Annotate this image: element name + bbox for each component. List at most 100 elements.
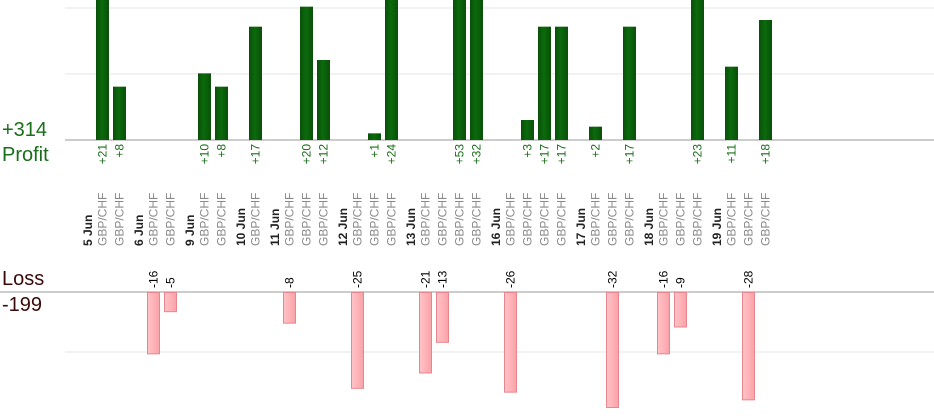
loss-bar	[436, 292, 449, 343]
pair-label: GBP/CHF	[249, 193, 263, 246]
profit-bar	[249, 26, 262, 141]
date-label: 19 Jun	[710, 208, 724, 246]
profit-value-label: +23	[691, 144, 705, 165]
profit-bar	[96, 0, 109, 140]
pair-label: GBP/CHF	[691, 193, 705, 246]
loss-bar	[504, 292, 517, 393]
pair-label: GBP/CHF	[300, 193, 314, 246]
date-label: 6 Jun	[132, 215, 146, 246]
loss-value-label: -28	[742, 270, 756, 288]
loss-value-label: -16	[657, 270, 671, 288]
date-label: 5 Jun	[81, 215, 95, 246]
profit-label: Profit	[2, 144, 49, 166]
pair-label: GBP/CHF	[606, 193, 620, 246]
profit-bar	[538, 26, 551, 141]
profit-bar	[198, 73, 211, 140]
loss-value-label: -8	[283, 277, 297, 288]
profit-bar	[623, 26, 636, 141]
profit-bar	[113, 86, 126, 140]
profit-value-label: +17	[555, 144, 569, 165]
pair-label: GBP/CHF	[521, 193, 535, 246]
pair-label: GBP/CHF	[470, 193, 484, 246]
loss-bar	[606, 292, 619, 408]
profit-value-label: +53	[453, 144, 467, 165]
pair-label: GBP/CHF	[742, 193, 756, 246]
pair-label: GBP/CHF	[674, 193, 688, 246]
profit-value-label: +1	[368, 144, 382, 158]
loss-value-label: -9	[674, 277, 688, 288]
profit-bar	[759, 20, 772, 140]
loss-total: -199	[2, 294, 43, 316]
loss-value-label: -32	[606, 270, 620, 288]
pair-label: GBP/CHF	[215, 193, 229, 246]
pair-label: GBP/CHF	[436, 193, 450, 246]
loss-bar	[147, 292, 160, 355]
pair-label: GBP/CHF	[351, 193, 365, 246]
pair-label: GBP/CHF	[283, 193, 297, 246]
profit-value-label: +2	[589, 144, 603, 158]
profit-value-label: +10	[198, 144, 212, 165]
profit-value-label: +32	[470, 144, 484, 165]
loss-value-label: -5	[164, 277, 178, 288]
pair-label: GBP/CHF	[538, 193, 552, 246]
profit-total: +314	[2, 119, 48, 141]
profit-bar	[555, 26, 568, 141]
profit-value-label: +3	[521, 144, 535, 158]
loss-value-label: -26	[504, 270, 518, 288]
date-label: 10 Jun	[234, 208, 248, 246]
profit-value-label: +12	[317, 144, 331, 165]
pair-label: GBP/CHF	[759, 193, 773, 246]
profit-bar	[300, 6, 313, 140]
profit-bar	[215, 86, 228, 140]
profit-value-label: +8	[113, 144, 127, 158]
profit-value-label: +24	[385, 144, 399, 165]
date-label: 13 Jun	[404, 208, 418, 246]
pair-label: GBP/CHF	[113, 193, 127, 246]
pair-label: GBP/CHF	[317, 193, 331, 246]
profit-bar	[725, 66, 738, 140]
date-label: 11 Jun	[268, 209, 282, 246]
loss-value-label: -25	[351, 270, 365, 288]
profit-bar	[368, 133, 381, 140]
loss-value-label: -21	[419, 270, 433, 288]
pair-label: GBP/CHF	[589, 193, 603, 246]
loss-bar	[283, 292, 296, 324]
pair-label: GBP/CHF	[147, 193, 161, 246]
date-label: 18 Jun	[642, 208, 656, 246]
loss-bar	[351, 292, 364, 389]
pair-label: GBP/CHF	[725, 193, 739, 246]
loss-bar	[164, 292, 177, 313]
profit-value-label: +8	[215, 144, 229, 158]
pair-label: GBP/CHF	[385, 193, 399, 246]
pair-label: GBP/CHF	[555, 193, 569, 246]
pair-label: GBP/CHF	[419, 193, 433, 246]
pair-label: GBP/CHF	[96, 193, 110, 246]
pair-label: GBP/CHF	[623, 193, 637, 246]
date-label: 12 Jun	[336, 208, 350, 246]
loss-bar	[657, 292, 670, 355]
loss-value-label: -16	[147, 270, 161, 288]
profit-value-label: +18	[759, 144, 773, 165]
profit-value-label: +20	[300, 144, 314, 165]
profit-value-label: +17	[538, 144, 552, 165]
profit-value-label: +17	[623, 144, 637, 165]
pair-label: GBP/CHF	[164, 193, 178, 246]
profit-bar	[470, 0, 483, 140]
profit-value-label: +11	[725, 144, 739, 164]
date-label: 16 Jun	[489, 208, 503, 246]
profit-bar	[317, 60, 330, 140]
loss-value-label: -13	[436, 270, 450, 288]
pair-label: GBP/CHF	[453, 193, 467, 246]
loss-label: Loss	[2, 268, 45, 290]
date-label: 9 Jun	[183, 215, 197, 246]
profit-value-label: +17	[249, 144, 263, 165]
profit-value-label: +21	[96, 144, 110, 165]
pair-label: GBP/CHF	[504, 193, 518, 246]
loss-bar	[742, 292, 755, 401]
pair-label: GBP/CHF	[368, 193, 382, 246]
profit-bar	[691, 0, 704, 140]
loss-bar	[674, 292, 687, 328]
profit-bar	[453, 0, 466, 140]
pair-label: GBP/CHF	[198, 193, 212, 246]
